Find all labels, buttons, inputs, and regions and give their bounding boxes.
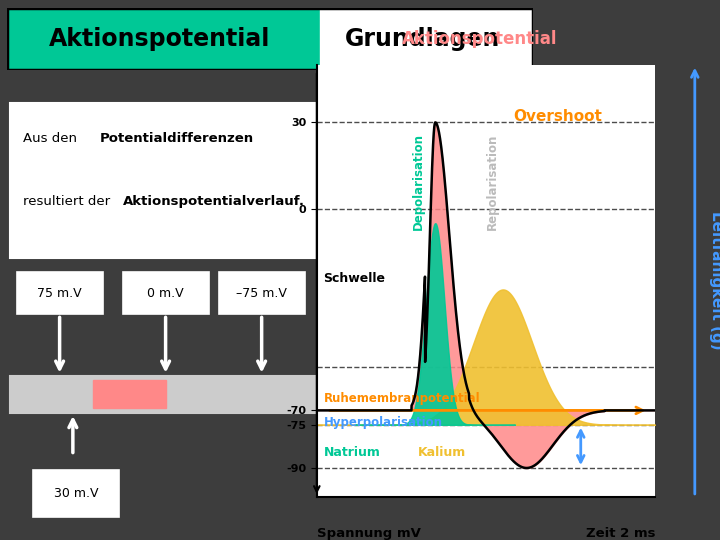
Text: 75 m.V: 75 m.V — [37, 287, 82, 300]
Bar — [7, 8, 320, 70]
Text: Aus den: Aus den — [23, 132, 81, 145]
Text: Zeit 2 ms: Zeit 2 ms — [585, 527, 655, 540]
Bar — [93, 380, 166, 408]
Text: 30 m.V: 30 m.V — [54, 487, 99, 500]
Text: Aktionspotentialverlauf.: Aktionspotentialverlauf. — [122, 195, 305, 208]
Bar — [17, 272, 103, 314]
Text: Overshoot: Overshoot — [513, 109, 602, 124]
Text: Ruhemembranpotential: Ruhemembranpotential — [323, 392, 480, 405]
Text: Grundlagen: Grundlagen — [345, 27, 500, 51]
Text: Spannung mV: Spannung mV — [317, 527, 420, 540]
Text: Aktionspotential: Aktionspotential — [402, 30, 557, 48]
Bar — [10, 375, 321, 413]
Text: Repolarisation: Repolarisation — [486, 133, 499, 230]
Text: Kalium: Kalium — [418, 446, 467, 459]
Text: resultiert der: resultiert der — [23, 195, 114, 208]
Bar — [33, 469, 120, 516]
Text: Hyperpolarisation: Hyperpolarisation — [323, 415, 443, 429]
Text: Depolarisation: Depolarisation — [412, 133, 425, 230]
Bar — [219, 272, 305, 314]
Bar — [320, 8, 533, 70]
Text: 0 m.V: 0 m.V — [148, 287, 184, 300]
Text: Aktionspotential: Aktionspotential — [49, 27, 270, 51]
Text: Leitfähigkeit (g): Leitfähigkeit (g) — [709, 212, 720, 350]
Text: Schwelle: Schwelle — [323, 272, 386, 285]
Text: Natrium: Natrium — [323, 446, 380, 459]
Bar — [122, 272, 209, 314]
Text: Potentialdifferenzen: Potentialdifferenzen — [99, 132, 253, 145]
Text: –75 m.V: –75 m.V — [236, 287, 287, 300]
Bar — [10, 103, 321, 258]
